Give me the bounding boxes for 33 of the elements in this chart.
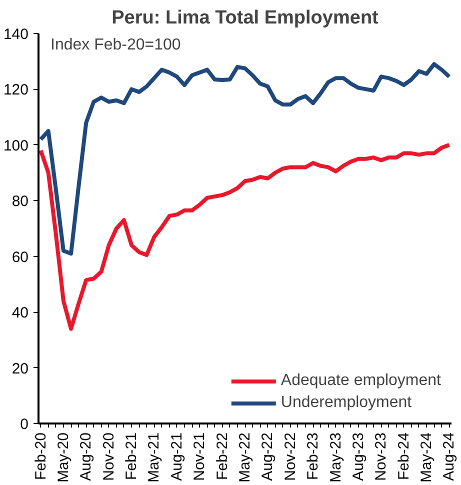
x-tick-label: Aug-21	[168, 432, 186, 481]
chart-title: Peru: Lima Total Employment	[112, 8, 380, 28]
x-tick-label: May-20	[54, 432, 72, 483]
x-tick-label: May-22	[236, 432, 254, 483]
x-tick-label: Aug-24	[440, 432, 458, 481]
x-tick-label: Nov-21	[191, 432, 208, 481]
y-tick-label: 60	[12, 248, 29, 266]
line-series	[38, 62, 452, 256]
x-tick-label: Aug-20	[78, 432, 95, 481]
line-series	[38, 142, 452, 331]
y-tick-label: 20	[12, 360, 29, 378]
y-tick-label: 40	[12, 304, 29, 322]
y-tick-label: 120	[3, 82, 29, 99]
x-tick-label: Feb-22	[214, 432, 231, 480]
x-tick-label: Aug-23	[350, 432, 367, 481]
x-tick-label: Feb-21	[123, 432, 140, 480]
legend-label: Underemployment	[280, 394, 412, 412]
x-tick-label: Feb-24	[395, 432, 412, 480]
x-tick-label: Nov-20	[100, 432, 118, 481]
y-tick-label: 0	[20, 416, 28, 433]
x-tick-label: May-24	[418, 432, 436, 483]
x-tick-label: Nov-22	[282, 432, 299, 481]
x-tick-label: May-21	[146, 432, 163, 483]
x-tick-label: Aug-22	[259, 432, 276, 481]
y-tick-label: 80	[12, 193, 29, 210]
y-tick-label: 140	[3, 26, 29, 43]
x-tick-label: Nov-23	[372, 432, 390, 481]
x-tick-label: May-23	[327, 432, 344, 483]
legend-label: Adequate employment	[280, 372, 441, 390]
y-tick-label: 100	[3, 137, 29, 154]
x-tick-label: Feb-20	[32, 432, 50, 480]
x-tick-label: Feb-23	[304, 432, 322, 480]
annotation: Index Feb-20=100	[50, 36, 181, 54]
